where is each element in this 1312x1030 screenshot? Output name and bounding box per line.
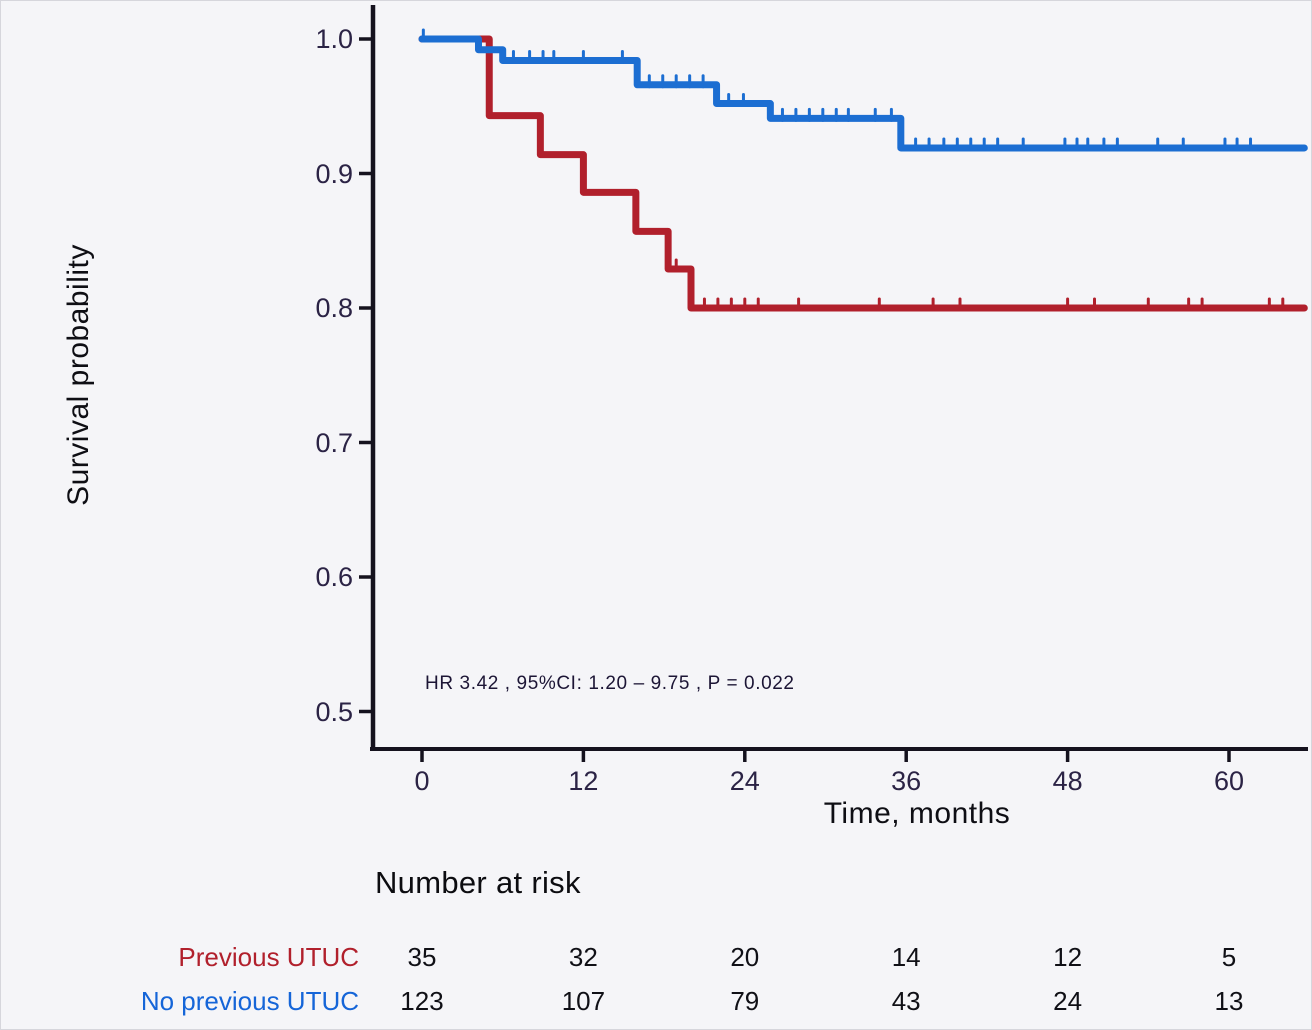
risk-value: 123 xyxy=(400,986,444,1016)
risk-table-title: Number at risk xyxy=(375,865,581,900)
risk-value: 5 xyxy=(1221,942,1237,972)
risk-value: 24 xyxy=(1053,986,1083,1016)
risk-value: 13 xyxy=(1214,986,1244,1016)
km-curve-previous-utuc xyxy=(418,35,1308,312)
x-tick-label: 60 xyxy=(1213,766,1245,796)
y-axis-title: Survival probability xyxy=(62,244,95,506)
risk-row-label-no-previous-utuc: No previous UTUC xyxy=(140,986,359,1016)
x-tick-label: 36 xyxy=(891,766,922,796)
risk-row-label-previous-utuc: Previous UTUC xyxy=(178,942,359,972)
x-tick-label: 12 xyxy=(568,766,599,796)
y-tick-label: 0.8 xyxy=(315,293,353,323)
risk-value: 43 xyxy=(891,986,921,1016)
x-tick-label: 24 xyxy=(729,766,760,796)
x-axis-title: Time, months xyxy=(823,797,1011,830)
y-tick-label: 0.5 xyxy=(315,696,353,727)
risk-value: 107 xyxy=(561,986,606,1016)
risk-value: 20 xyxy=(730,942,760,972)
x-tick-label: 0 xyxy=(414,766,430,796)
risk-value: 35 xyxy=(407,942,437,972)
y-tick-label: 0.7 xyxy=(315,427,353,458)
risk-value: 12 xyxy=(1053,942,1083,972)
y-tick-label: 0.9 xyxy=(315,158,353,189)
risk-value: 14 xyxy=(891,942,921,972)
risk-value: 32 xyxy=(568,942,598,972)
y-tick-label: 0.6 xyxy=(315,562,353,592)
x-tick-label: 48 xyxy=(1052,766,1083,796)
hazard-ratio-annotation: HR 3.42 , 95%CI: 1.20 – 9.75 , P = 0.022 xyxy=(425,673,795,694)
y-tick-label: 1.0 xyxy=(315,24,353,54)
risk-value: 79 xyxy=(730,986,760,1016)
